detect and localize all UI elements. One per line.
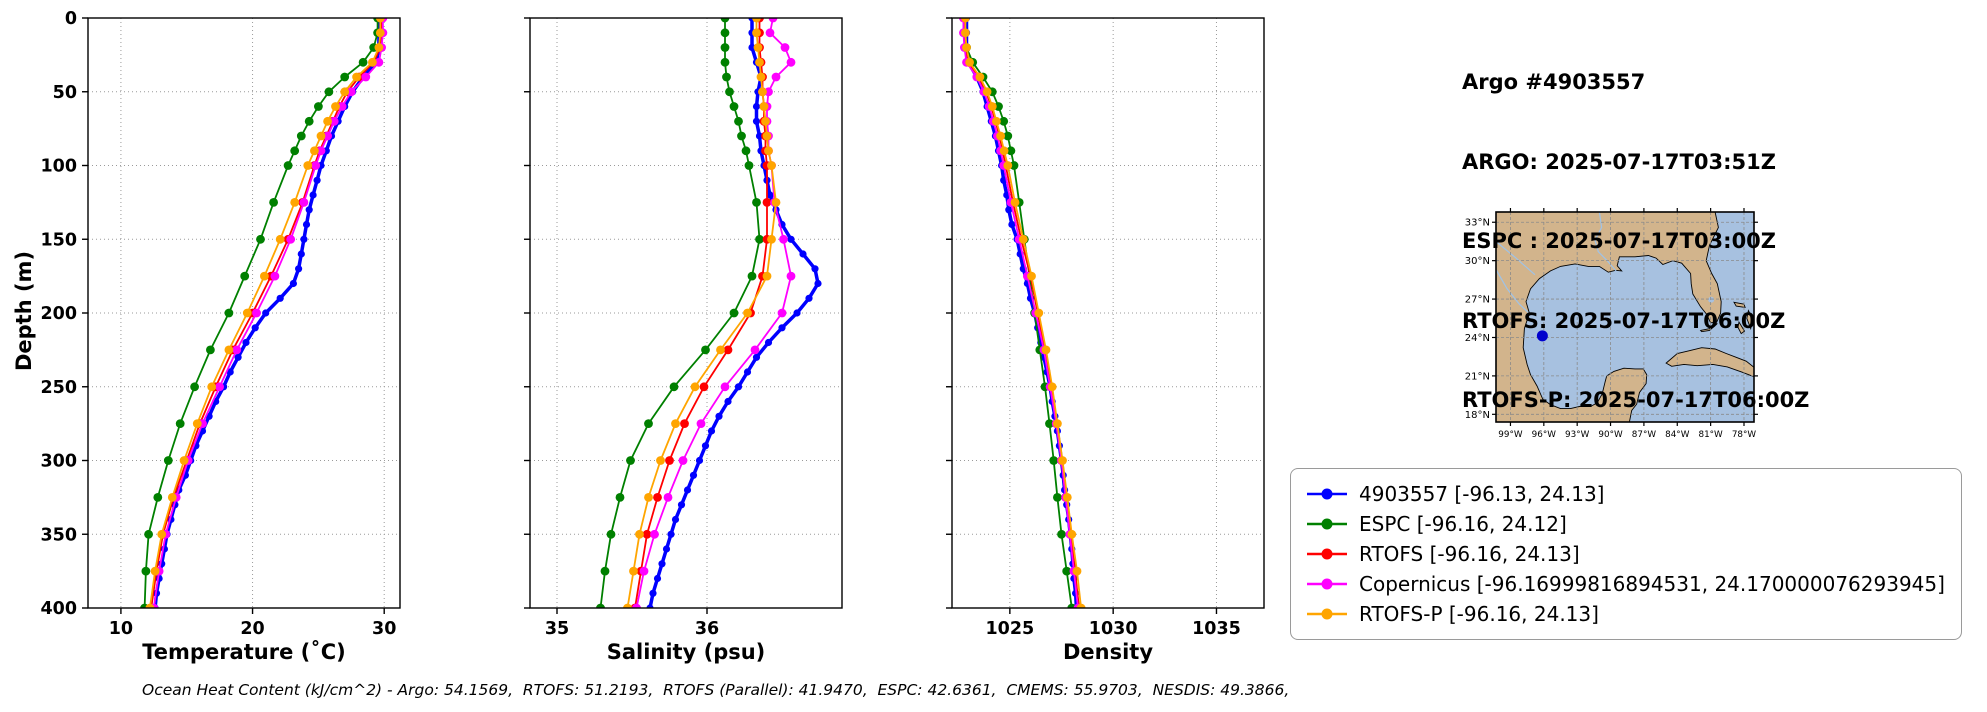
legend-label: Copernicus [-96.16999816894531, 24.17000…: [1359, 572, 1945, 596]
legend-label: RTOFS [-96.16, 24.13]: [1359, 542, 1580, 566]
svg-text:50: 50: [53, 83, 77, 103]
series-ESPC: [596, 18, 764, 608]
svg-text:300: 300: [40, 452, 77, 472]
svg-text:96°W: 96°W: [1532, 430, 1557, 440]
argo-time: ARGO: 2025-07-17T03:51Z: [1462, 149, 1776, 174]
rtofsp-time: RTOFS-P: 2025-07-17T06:00Z: [1462, 388, 1810, 412]
series-RTOFS-P: [961, 18, 1086, 608]
svg-text:93°W: 93°W: [1565, 430, 1590, 440]
espc-time: ESPC : 2025-07-17T03:00Z: [1462, 229, 1777, 253]
land-masses: [1496, 212, 1754, 422]
svg-text:10: 10: [109, 619, 133, 639]
salinity-axis-title: Salinity (psu): [606, 640, 766, 664]
series-group: [596, 18, 822, 608]
legend-label: 4903557 [-96.13, 24.13]: [1359, 482, 1605, 506]
legend-marker-rtofs: [1307, 548, 1347, 560]
series-RTOFS-P: [623, 18, 781, 608]
legend-item-argo: 4903557 [-96.13, 24.13]: [1305, 479, 1947, 509]
float-info-header: Argo #4903557 ARGO: 2025-07-17T03:51Z ES…: [1462, 16, 1809, 546]
legend-marker-argo: [1307, 488, 1347, 500]
svg-text:21°N: 21°N: [1465, 371, 1490, 382]
legend-item-rtofs: RTOFS [-96.16, 24.13]: [1305, 539, 1947, 569]
svg-text:84°W: 84°W: [1665, 430, 1690, 440]
lake: [1708, 296, 1715, 303]
series-4903557: [646, 18, 822, 608]
svg-text:150: 150: [40, 230, 77, 250]
temperature-axis-title: Temperature (˚C): [142, 640, 346, 664]
density-axis-title: Density: [1062, 640, 1154, 664]
legend-label: RTOFS-P [-96.16, 24.13]: [1359, 602, 1599, 626]
series-group: [959, 18, 1086, 608]
legend-box: 4903557 [-96.13, 24.13] ESPC [-96.16, 24…: [1290, 468, 1962, 640]
svg-text:24°N: 24°N: [1465, 333, 1490, 344]
svg-text:90°W: 90°W: [1598, 430, 1623, 440]
legend-item-espc: ESPC [-96.16, 24.12]: [1305, 509, 1947, 539]
svg-text:0: 0: [65, 9, 77, 29]
legend-marker-copernicus: [1307, 578, 1347, 590]
river: [1496, 241, 1536, 276]
legend-item-rtofsp: RTOFS-P [-96.16, 24.13]: [1305, 599, 1947, 629]
svg-text:350: 350: [40, 525, 77, 545]
svg-text:1035: 1035: [1192, 619, 1241, 639]
svg-text:18°N: 18°N: [1465, 410, 1490, 421]
river: [1594, 212, 1617, 272]
svg-text:400: 400: [40, 599, 77, 619]
svg-text:100: 100: [40, 157, 77, 177]
svg-text:30°N: 30°N: [1465, 256, 1490, 267]
svg-text:1025: 1025: [985, 619, 1034, 639]
depth-axis-title: Depth (m): [12, 250, 36, 372]
argo-location-dot: [1536, 330, 1548, 342]
series-ESPC: [140, 18, 382, 608]
legend-item-copernicus: Copernicus [-96.16999816894531, 24.17000…: [1305, 569, 1947, 599]
svg-text:30: 30: [372, 619, 396, 639]
svg-text:1030: 1030: [1089, 619, 1138, 639]
svg-text:27°N: 27°N: [1465, 295, 1490, 306]
svg-text:81°W: 81°W: [1698, 430, 1723, 440]
series-RTOFS-P: [145, 18, 385, 608]
float-id: Argo #4903557: [1462, 70, 1646, 94]
rtofs-time: RTOFS: 2025-07-17T06:00Z: [1462, 308, 1786, 333]
salinity-panel: 35 36: [524, 17, 843, 639]
ohc-summary-text: Ocean Heat Content (kJ/cm^2) - Argo: 54.…: [142, 681, 1290, 699]
density-panel: 1025 1030 1035: [946, 17, 1265, 639]
svg-text:36: 36: [695, 619, 719, 639]
legend-label: ESPC [-96.16, 24.12]: [1359, 512, 1567, 536]
svg-text:33°N: 33°N: [1465, 218, 1490, 229]
graticule: [1496, 212, 1754, 422]
legend-marker-rtofsp: [1307, 608, 1347, 620]
svg-text:20: 20: [240, 619, 264, 639]
river: [1496, 269, 1529, 313]
map-border: [1495, 211, 1755, 423]
location-map: 33°N 30°N 27°N 24°N 21°N 18°N 99°W 96°W 93°W 90°W…: [1465, 208, 1758, 440]
series-group: [140, 18, 388, 608]
svg-text:87°W: 87°W: [1632, 430, 1657, 440]
legend-marker-espc: [1307, 518, 1347, 530]
svg-text:200: 200: [40, 304, 77, 324]
svg-text:99°W: 99°W: [1498, 430, 1523, 440]
svg-text:35: 35: [545, 619, 569, 639]
svg-text:78°W: 78°W: [1732, 430, 1757, 440]
svg-text:250: 250: [40, 378, 77, 398]
